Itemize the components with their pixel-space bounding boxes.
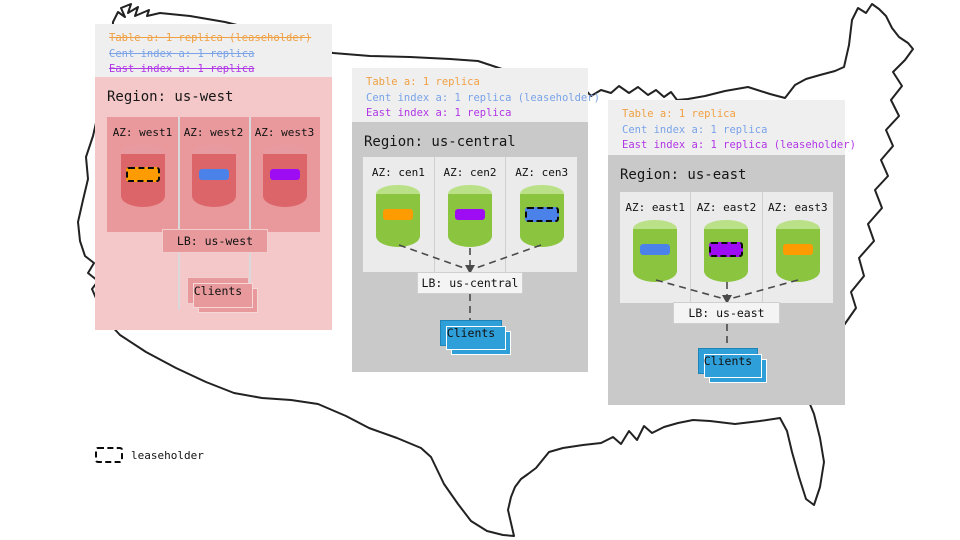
summary-line: East index a: 1 replica (leaseholder): [622, 139, 856, 151]
summary-line: Table a: 1 replica: [366, 76, 480, 88]
az-east2: AZ: east2: [690, 192, 761, 303]
summary-line: Table a: 1 replica (leaseholder): [109, 32, 312, 44]
summary-line: East index a: 1 replica: [366, 107, 512, 119]
database-cylinder: [519, 185, 564, 247]
replica-summary: Table a: 1 replica (leaseholder) Cent in…: [95, 24, 332, 77]
leaseholder-swatch-icon: [95, 447, 123, 463]
az-label: AZ: cen3: [515, 166, 569, 179]
az-label: AZ: west3: [254, 126, 315, 139]
cylinder-body: [262, 154, 307, 207]
az-separator-line: [249, 117, 251, 310]
az-cen3: AZ: cen3: [505, 157, 577, 272]
replica-pill: [709, 242, 744, 257]
region-title: Region: us-west: [107, 89, 234, 105]
cylinder-body: [448, 194, 492, 247]
database-cylinder: [191, 145, 236, 207]
az-label: AZ: east2: [696, 201, 757, 214]
cylinder-body: [633, 229, 678, 282]
clients-box: Clients: [698, 348, 758, 374]
region-title: Region: us-central: [364, 134, 516, 150]
summary-line: East index a: 1 replica: [109, 63, 255, 75]
clients-box: Clients: [187, 277, 249, 304]
az-label: AZ: west1: [112, 126, 173, 139]
database-cylinder: [448, 185, 492, 247]
region-us-west: Table a: 1 replica (leaseholder) Cent in…: [95, 24, 332, 330]
leaseholder-legend: leaseholder: [95, 447, 204, 463]
az-cen1: AZ: cen1: [363, 157, 434, 272]
database-cylinder: [120, 145, 165, 207]
database-cylinder: [262, 145, 307, 207]
summary-line: Cent index a: 1 replica: [622, 123, 768, 136]
az-row: AZ: cen1 AZ: cen2 AZ: cen3: [363, 157, 577, 272]
az-cen2: AZ: cen2: [433, 157, 506, 272]
az-label: AZ: east1: [625, 201, 685, 214]
summary-line: Cent index a: 1 replica (leaseholder): [366, 91, 600, 104]
leaseholder-label: leaseholder: [131, 448, 204, 462]
clients-box: Clients: [440, 320, 502, 346]
replica-summary: Table a: 1 replica Cent index a: 1 repli…: [608, 100, 856, 155]
load-balancer: LB: us-east: [673, 302, 780, 324]
region-us-central: Table a: 1 replica Cent index a: 1 repli…: [352, 68, 600, 372]
az-west3: AZ: west3: [249, 117, 320, 232]
replica-pill: [125, 167, 160, 182]
database-cylinder: [704, 220, 749, 282]
replica-pill: [198, 169, 229, 180]
replica-pill: [524, 207, 559, 222]
az-east1: AZ: east1: [620, 192, 690, 303]
replica-pill: [269, 169, 300, 180]
az-separator-line: [178, 117, 180, 310]
cylinder-body: [775, 229, 820, 282]
load-balancer: LB: us-central: [417, 272, 523, 294]
replica-pill: [782, 244, 813, 255]
az-row: AZ: east1 AZ: east2 AZ: east3: [620, 192, 833, 303]
az-east3: AZ: east3: [761, 192, 833, 303]
database-cylinder: [775, 220, 820, 282]
replica-summary: Table a: 1 replica Cent index a: 1 repli…: [352, 68, 600, 122]
az-label: AZ: east3: [768, 201, 828, 214]
replica-pill: [640, 244, 671, 255]
az-west2: AZ: west2: [178, 117, 249, 232]
summary-line: Table a: 1 replica: [622, 108, 736, 120]
az-label: AZ: cen1: [371, 166, 425, 179]
summary-line: Cent index a: 1 replica: [109, 47, 255, 60]
az-west1: AZ: west1: [107, 117, 178, 232]
az-label: AZ: cen2: [443, 166, 497, 179]
region-title: Region: us-east: [620, 167, 747, 183]
az-label: AZ: west2: [183, 126, 244, 139]
replica-pill: [455, 209, 485, 220]
cylinder-body: [376, 194, 421, 247]
az-row: AZ: west1 AZ: west2 AZ: west3: [107, 117, 320, 232]
cylinder-body: [191, 154, 236, 207]
load-balancer: LB: us-west: [162, 229, 268, 253]
database-cylinder: [376, 185, 421, 247]
region-us-east: Table a: 1 replica Cent index a: 1 repli…: [608, 100, 856, 405]
database-cylinder: [633, 220, 678, 282]
replica-pill: [383, 209, 414, 220]
